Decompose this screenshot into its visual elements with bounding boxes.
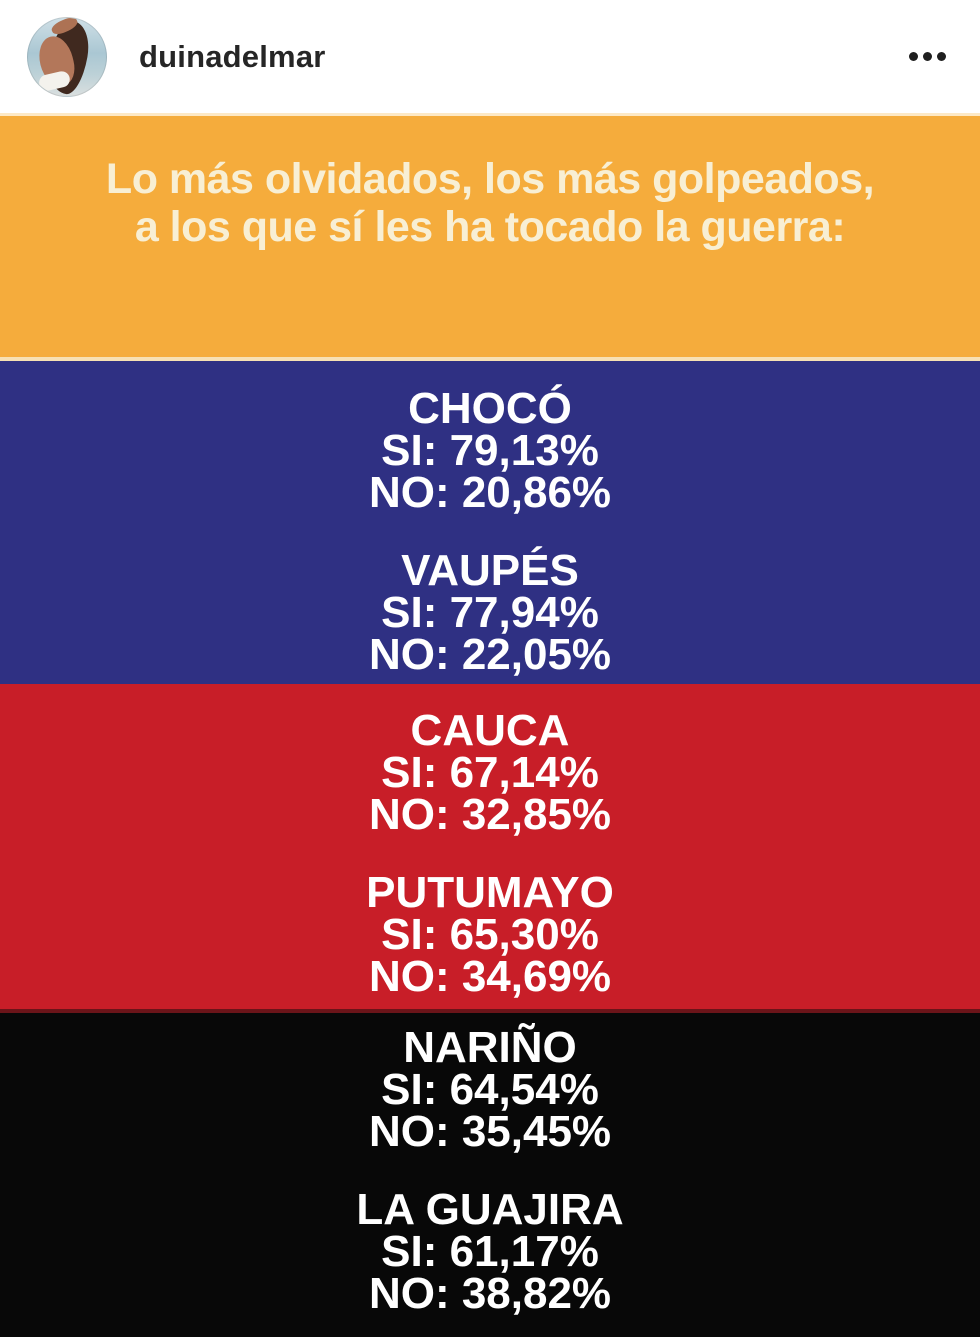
dept-si-value: SI: 64,54% bbox=[381, 1065, 599, 1114]
title-line-2: a los que sí les ha tocado la guerra: bbox=[134, 203, 846, 251]
band-red: CAUCA SI: 67,14% NO: 32,85% PUTUMAYO SI:… bbox=[0, 684, 980, 1009]
dept-no-value: NO: 22,05% bbox=[368, 630, 612, 679]
dept-vaupes: VAUPÉS SI: 77,94% NO: 22,05% bbox=[368, 546, 612, 679]
username[interactable]: duinadelmar bbox=[139, 38, 326, 74]
post-header: duinadelmar bbox=[0, 0, 980, 113]
dept-no-value: NO: 20,86% bbox=[368, 468, 612, 517]
dept-no-value: NO: 34,69% bbox=[368, 952, 612, 1001]
dept-cauca: CAUCA SI: 67,14% NO: 32,85% bbox=[368, 706, 612, 839]
band-blue: CHOCÓ SI: 79,13% NO: 20,86% VAUPÉS SI: 7… bbox=[0, 361, 980, 684]
dept-si-value: SI: 67,14% bbox=[381, 748, 599, 797]
dept-choco: CHOCÓ SI: 79,13% NO: 20,86% bbox=[368, 384, 612, 517]
dept-name: LA GUAJIRA bbox=[356, 1185, 624, 1234]
avatar[interactable] bbox=[27, 16, 107, 97]
dept-si-value: SI: 65,30% bbox=[381, 910, 599, 959]
dept-name: NARIÑO bbox=[403, 1023, 577, 1072]
dept-si-value: SI: 79,13% bbox=[381, 426, 599, 475]
image-title: Lo más olvidados, los más golpeados, a l… bbox=[105, 155, 875, 251]
dept-name: CAUCA bbox=[410, 706, 570, 755]
dept-no-value: NO: 38,82% bbox=[368, 1269, 612, 1318]
title-line-1: Lo más olvidados, los más golpeados, bbox=[105, 155, 875, 203]
band-yellow: Lo más olvidados, los más golpeados, a l… bbox=[0, 113, 980, 361]
band-black: NARIÑO SI: 64,54% NO: 35,45% LA GUAJIRA … bbox=[0, 1009, 980, 1337]
post-image[interactable]: Lo más olvidados, los más golpeados, a l… bbox=[0, 113, 980, 1337]
dept-putumayo: PUTUMAYO SI: 65,30% NO: 34,69% bbox=[366, 868, 614, 1001]
ellipsis-icon bbox=[909, 52, 946, 61]
dept-name: VAUPÉS bbox=[401, 546, 579, 595]
dept-la-guajira: LA GUAJIRA SI: 61,17% NO: 38,82% bbox=[356, 1185, 624, 1318]
dept-name: PUTUMAYO bbox=[366, 868, 614, 917]
dept-name: CHOCÓ bbox=[408, 384, 572, 433]
dept-no-value: NO: 32,85% bbox=[368, 790, 612, 839]
dept-no-value: NO: 35,45% bbox=[368, 1107, 612, 1156]
dept-si-value: SI: 77,94% bbox=[381, 588, 599, 637]
dept-narino: NARIÑO SI: 64,54% NO: 35,45% bbox=[368, 1023, 612, 1156]
more-options-button[interactable] bbox=[899, 42, 946, 71]
dept-si-value: SI: 61,17% bbox=[381, 1227, 599, 1276]
